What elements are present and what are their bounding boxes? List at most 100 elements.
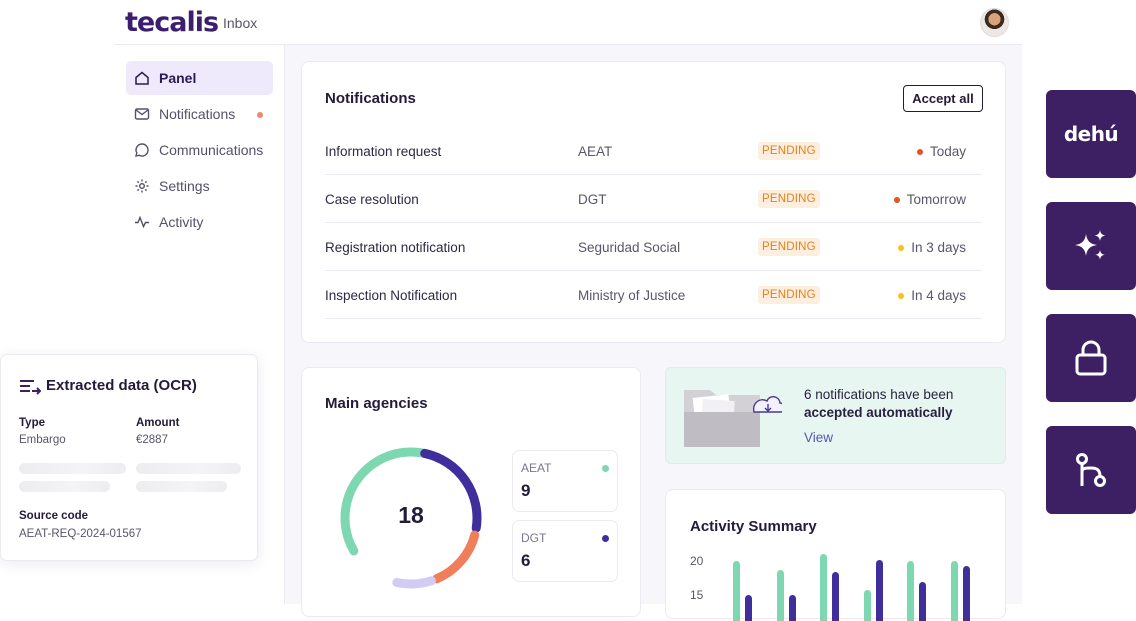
activity-card: Activity Summary 20 15 [665, 489, 1006, 621]
ocr-amount-label: Amount [136, 417, 180, 429]
donut-segment-green [340, 447, 482, 589]
skeleton-line [136, 463, 241, 474]
workflow-tile[interactable] [1046, 426, 1136, 514]
activity-bar [789, 595, 796, 621]
skeleton-line [19, 481, 110, 492]
app-window: tecalis Inbox Panel Notifications Commun… [114, 0, 1022, 621]
notification-name: Information request [325, 144, 442, 159]
agencies-donut-chart [340, 447, 482, 589]
chat-icon [135, 143, 149, 157]
notification-agency: Ministry of Justice [578, 288, 686, 303]
activity-icon [135, 215, 149, 229]
sidebar-item-activity[interactable]: Activity [126, 205, 273, 239]
activity-bar [832, 572, 839, 621]
sidebar-item-panel[interactable]: Panel [126, 61, 273, 95]
lock-icon [1075, 340, 1107, 376]
notification-agency: AEAT [578, 144, 613, 159]
status-badge: PENDING [758, 286, 820, 304]
skeleton-line [136, 481, 227, 492]
dehu-tile[interactable]: dehú [1046, 90, 1136, 178]
dehu-logo: dehú [1063, 122, 1119, 146]
top-bar: tecalis Inbox [114, 0, 1022, 45]
notification-agency: DGT [578, 192, 607, 207]
notification-name: Inspection Notification [325, 288, 458, 303]
sidebar-item-label: Notifications [159, 106, 236, 122]
home-icon [135, 71, 149, 85]
skeleton-line [19, 463, 126, 474]
sparkle-icon [1075, 230, 1106, 260]
ai-tile[interactable] [1046, 202, 1136, 290]
unread-dot [257, 112, 263, 118]
activity-title: Activity Summary [690, 518, 817, 535]
notifications-title: Notifications [325, 90, 416, 107]
sidebar-item-label: Panel [159, 70, 197, 86]
agency-stat-value: 9 [521, 481, 531, 500]
ocr-source-value: AEAT-REQ-2024-01567 [19, 528, 142, 540]
status-badge: PENDING [758, 238, 820, 256]
folder-cloud-illustration [684, 390, 782, 447]
activity-bar [745, 595, 752, 621]
brand-logo[interactable]: tecalis [125, 7, 219, 38]
ocr-source-label: Source code [19, 510, 89, 522]
sidebar-item-label: Activity [159, 214, 204, 230]
agency-color-dot [602, 465, 609, 472]
agency-stat-aeat[interactable]: AEAT 9 [512, 450, 618, 512]
notification-name: Case resolution [325, 192, 419, 207]
due-date: In 3 days [898, 240, 966, 255]
y-tick-label: 20 [690, 554, 704, 568]
activity-bar [919, 582, 926, 621]
mail-icon [134, 108, 150, 120]
view-link[interactable]: View [804, 430, 834, 445]
activity-bar [820, 554, 827, 621]
sidebar-item-communications[interactable]: Communications [126, 133, 273, 167]
agency-stat-dgt[interactable]: DGT 6 [512, 520, 618, 582]
due-date: Today [916, 144, 966, 159]
donut-total: 18 [398, 502, 424, 528]
section-title: Inbox [223, 15, 258, 31]
auto-accept-card: 6 notifications have been accepted autom… [665, 367, 1006, 464]
list-arrow-icon [20, 380, 41, 395]
sidebar-item-notifications[interactable]: Notifications [126, 97, 273, 131]
agencies-title: Main agencies [325, 395, 428, 412]
sidebar-item-label: Settings [159, 178, 210, 194]
activity-bar [907, 561, 914, 621]
due-date: Tomorrow [893, 192, 966, 207]
status-badge: PENDING [758, 142, 820, 160]
accept-all-button[interactable]: Accept all [903, 85, 983, 112]
due-date: In 4 days [898, 288, 966, 303]
activity-bar [963, 566, 970, 621]
activity-bar [733, 561, 740, 621]
notification-name: Registration notification [325, 240, 466, 255]
due-dot [893, 196, 900, 203]
table-row[interactable]: Inspection Notification Ministry of Just… [325, 271, 982, 319]
user-avatar[interactable] [980, 8, 1009, 37]
gear-icon [135, 179, 149, 193]
agency-stat-label: DGT [521, 531, 547, 545]
due-dot [898, 244, 905, 251]
donut-segment-lavender [340, 447, 482, 589]
sidebar-item-label: Communications [159, 142, 264, 158]
notification-agency: Seguridad Social [578, 240, 681, 255]
ocr-amount-value: €2887 [136, 434, 168, 446]
activity-bar [777, 570, 784, 621]
security-tile[interactable] [1046, 314, 1136, 402]
agency-color-dot [602, 535, 609, 542]
activity-bar [864, 590, 871, 621]
due-dot [898, 292, 905, 299]
ocr-type-value: Embargo [19, 434, 66, 446]
auto-accept-message: 6 notifications have been accepted autom… [804, 387, 954, 420]
table-row[interactable]: Information request AEAT PENDING Today [325, 127, 982, 175]
y-tick-label: 15 [690, 588, 704, 602]
table-row[interactable]: Case resolution DGT PENDING Tomorrow [325, 175, 982, 223]
agencies-card: Main agencies 18 AEAT 9 DGT 6 [301, 367, 641, 617]
due-dot [916, 148, 923, 155]
agency-stat-value: 6 [521, 551, 531, 570]
donut-segment-coral [340, 447, 482, 589]
ocr-title: Extracted data (OCR) [46, 377, 197, 394]
agency-stat-label: AEAT [521, 461, 552, 475]
table-row[interactable]: Registration notification Seguridad Soci… [325, 223, 982, 271]
sidebar-item-settings[interactable]: Settings [126, 169, 273, 203]
status-badge: PENDING [758, 190, 820, 208]
ocr-type-label: Type [19, 417, 45, 429]
ocr-card: Extracted data (OCR) Type Embargo Amount… [0, 354, 258, 561]
